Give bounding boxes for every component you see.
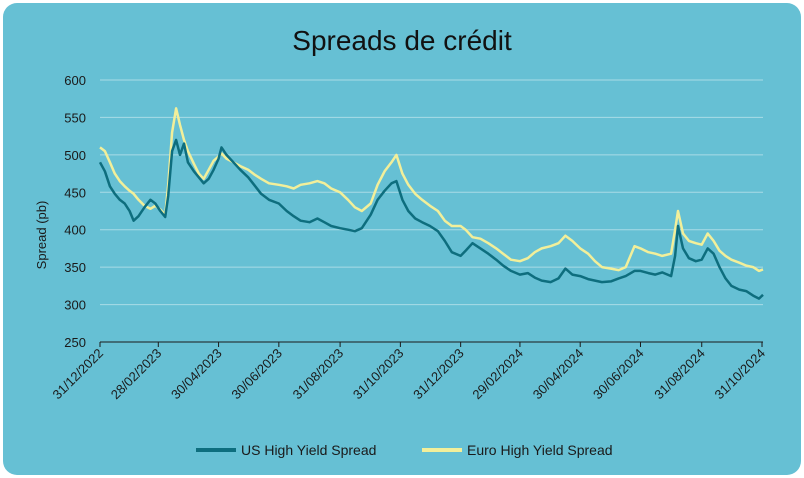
- x-tick-label: 30/06/2024: [590, 346, 647, 403]
- x-tick-label: 30/04/2024: [530, 346, 587, 403]
- y-tick-label: 500: [64, 148, 86, 163]
- x-tick-label: 31/12/2023: [410, 346, 467, 403]
- y-axis-title: Spread (pb): [34, 201, 49, 270]
- series-lines: [98, 107, 764, 300]
- x-tick-label: 31/08/2024: [651, 346, 708, 403]
- legend-label-us: US High Yield Spread: [241, 442, 376, 458]
- x-axis-ticks: 31/12/2022 28/02/2023 30/04/2023 30/06/2023…: [49, 342, 768, 402]
- x-tick-label: 31/10/2024: [712, 346, 769, 403]
- series-line-euro: [99, 107, 764, 273]
- series-line-us: [98, 138, 764, 300]
- y-tick-label: 600: [64, 73, 86, 88]
- x-tick-label: 31/10/2023: [350, 346, 407, 403]
- legend-label-euro: Euro High Yield Spread: [467, 442, 613, 458]
- line-chart: Spreads de crédit 250 300 350 400 450 500 550 6…: [34, 25, 768, 458]
- y-tick-label: 550: [64, 110, 86, 125]
- x-tick-label: 31/12/2022: [49, 346, 106, 403]
- chart-title: Spreads de crédit: [292, 25, 512, 56]
- x-tick-label: 31/08/2023: [290, 346, 347, 403]
- y-tick-label: 400: [64, 223, 86, 238]
- y-tick-label: 300: [64, 298, 86, 313]
- y-axis-ticks: 250 300 350 400 450 500 550 600: [64, 73, 86, 350]
- y-tick-label: 250: [64, 335, 86, 350]
- gridlines: [100, 79, 763, 343]
- chart-card: Spreads de crédit 250 300 350 400 450 500 550 6…: [3, 3, 801, 475]
- x-tick-label: 28/02/2023: [108, 346, 165, 403]
- x-tick-label: 30/04/2023: [168, 346, 225, 403]
- x-tick-label: 30/06/2023: [228, 346, 285, 403]
- x-tick-label: 29/02/2024: [469, 346, 526, 403]
- legend: US High Yield Spread Euro High Yield Spr…: [196, 442, 613, 458]
- y-tick-label: 450: [64, 185, 86, 200]
- y-tick-label: 350: [64, 260, 86, 275]
